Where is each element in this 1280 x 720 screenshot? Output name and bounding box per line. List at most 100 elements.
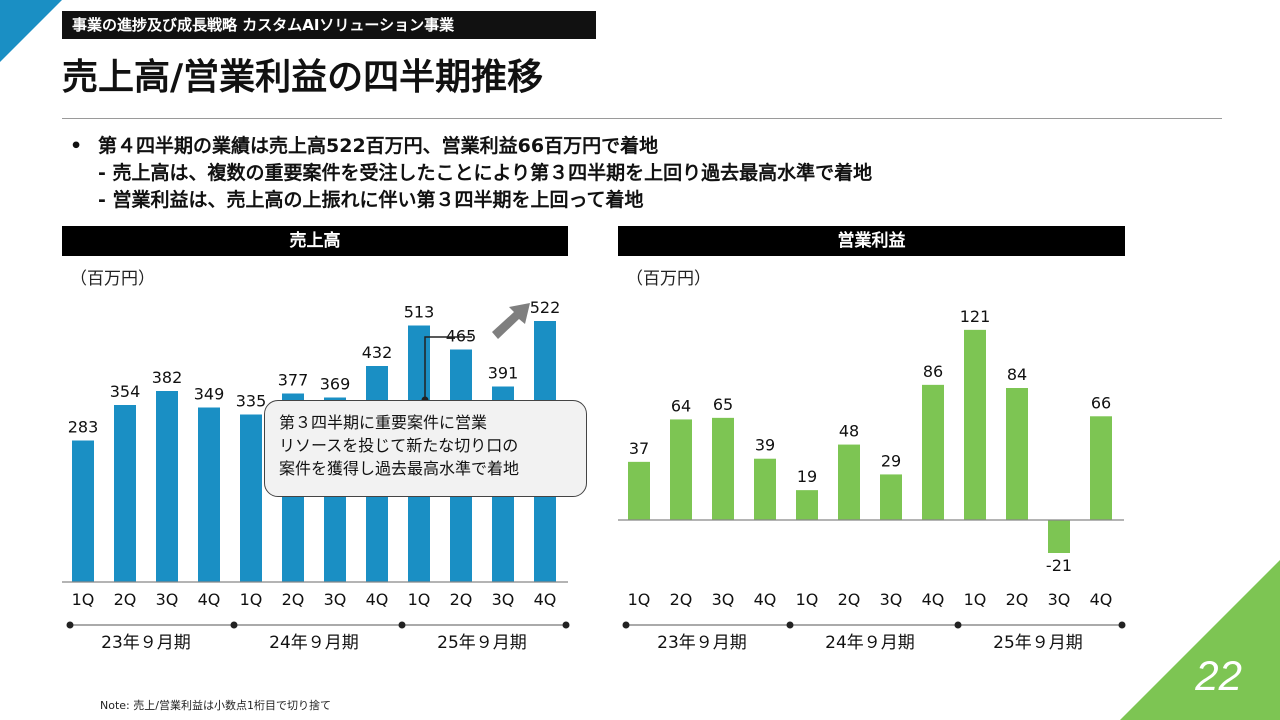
data-label: 19 (797, 467, 817, 486)
tick-label: 1Q (964, 590, 987, 609)
period-label: 25年９月期 (993, 633, 1083, 653)
callout-line-1: 第３四半期に重要案件に営業 (279, 413, 488, 432)
tick-label: 3Q (492, 590, 515, 609)
period-divider-dot (230, 621, 238, 629)
data-label: 513 (404, 303, 435, 322)
bullet-sub-1: - 売上高は、複数の重要案件を受注したことにより第３四半期を上回り過去最高水準で… (98, 162, 873, 184)
tick-label: 4Q (1090, 590, 1113, 609)
profit-panel-header: 営業利益 (618, 226, 1125, 256)
bar (114, 405, 136, 582)
bar (670, 419, 692, 520)
period-label: 23年９月期 (101, 633, 191, 653)
bar (796, 490, 818, 520)
data-label: 64 (671, 396, 691, 415)
bullet-main-text: 第４四半期の業績は売上高522百万円、営業利益66百万円で着地 (98, 135, 659, 157)
unit-label: （百万円） (626, 269, 711, 289)
data-label: 335 (236, 392, 267, 411)
period-divider-dot (954, 621, 962, 629)
tick-label: 1Q (240, 590, 263, 609)
data-label: 65 (713, 395, 733, 414)
tick-label: 3Q (712, 590, 735, 609)
revenue-panel-header: 売上高 (62, 226, 568, 256)
bar (838, 444, 860, 520)
callout-leader-line (424, 336, 472, 400)
footnote: Note: 売上/営業利益は小数点1桁目で切り捨て (100, 699, 331, 712)
tick-label: 4Q (198, 590, 221, 609)
page-title: 売上高/営業利益の四半期推移 (62, 57, 544, 98)
data-label: 48 (839, 422, 859, 441)
data-label: 121 (960, 307, 991, 326)
bar (922, 384, 944, 520)
data-label: 37 (629, 439, 649, 458)
data-label: 465 (446, 327, 477, 346)
tick-label: 3Q (156, 590, 179, 609)
title-divider (62, 118, 1222, 119)
data-label: 39 (755, 436, 775, 455)
tick-label: 4Q (754, 590, 777, 609)
corner-accent-bottom-right (1120, 560, 1280, 720)
tick-label: 1Q (628, 590, 651, 609)
tick-label: 1Q (408, 590, 431, 609)
profit-chart: （百万円） 37 1Q 64 2Q 65 3Q 39 4Q 19 1Q 48 2Q 29 3Q 86 4Q 121… (618, 269, 1126, 653)
callout-line-3: 案件を獲得し過去最高水準で着地 (279, 459, 520, 478)
bar (1006, 388, 1028, 520)
period-divider-dot (562, 621, 570, 629)
bar (712, 417, 734, 520)
data-label: 84 (1007, 365, 1027, 384)
tick-label: 2Q (114, 590, 137, 609)
unit-label: （百万円） (70, 269, 155, 289)
bar (964, 329, 986, 520)
data-label: 283 (68, 418, 99, 437)
tick-label: 2Q (670, 590, 693, 609)
section-tag: 事業の進捗及び成長戦略 カスタムAIソリューション事業 (62, 11, 596, 39)
tick-label: 4Q (366, 590, 389, 609)
period-label: 24年９月期 (825, 633, 915, 653)
callout-line-2: リソースを投じて新たな切り口の (279, 436, 519, 455)
tick-label: 2Q (282, 590, 305, 609)
data-label: 432 (362, 343, 393, 362)
tick-label: 1Q (72, 590, 95, 609)
tick-label: 1Q (796, 590, 819, 609)
data-label: 522 (530, 298, 561, 317)
data-label: 382 (152, 368, 183, 387)
bar (880, 474, 902, 520)
data-label: 391 (488, 364, 519, 383)
growth-arrow-icon (492, 303, 530, 339)
period-divider-dot (1118, 621, 1126, 629)
bar (1048, 520, 1070, 553)
bar (72, 440, 94, 582)
page-number: 22 (1195, 652, 1242, 699)
period-label: 23年９月期 (657, 633, 747, 653)
tick-label: 4Q (922, 590, 945, 609)
tick-label: 3Q (880, 590, 903, 609)
tick-label: 2Q (1006, 590, 1029, 609)
bar (156, 391, 178, 582)
period-label: 24年９月期 (269, 633, 359, 653)
bullet-main: • 第４四半期の業績は売上高522百万円、営業利益66百万円で着地 (70, 133, 872, 160)
tick-label: 4Q (534, 590, 557, 609)
bar (1090, 416, 1112, 520)
bullet-marker: • (70, 135, 83, 157)
period-divider-dot (786, 621, 794, 629)
corner-accent-top-left (0, 0, 62, 62)
data-label: 29 (881, 451, 901, 470)
summary-bullets: • 第４四半期の業績は売上高522百万円、営業利益66百万円で着地 - 売上高は、… (70, 133, 872, 214)
tick-label: 3Q (324, 590, 347, 609)
data-label: -21 (1046, 556, 1072, 575)
bullet-sub-2: - 営業利益は、売上高の上振れに伴い第３四半期を上回って着地 (98, 189, 644, 211)
bar (198, 407, 220, 582)
tick-label: 3Q (1048, 590, 1071, 609)
data-label: 349 (194, 385, 225, 404)
data-label: 377 (278, 371, 309, 390)
data-label: 66 (1091, 393, 1111, 412)
data-label: 86 (923, 362, 943, 381)
period-divider-dot (66, 621, 74, 629)
tick-label: 2Q (450, 590, 473, 609)
data-label: 369 (320, 375, 351, 394)
bar (628, 461, 650, 520)
bar (240, 414, 262, 582)
period-divider-dot (398, 621, 406, 629)
period-label: 25年９月期 (437, 633, 527, 653)
bar (754, 458, 776, 520)
tick-label: 2Q (838, 590, 861, 609)
